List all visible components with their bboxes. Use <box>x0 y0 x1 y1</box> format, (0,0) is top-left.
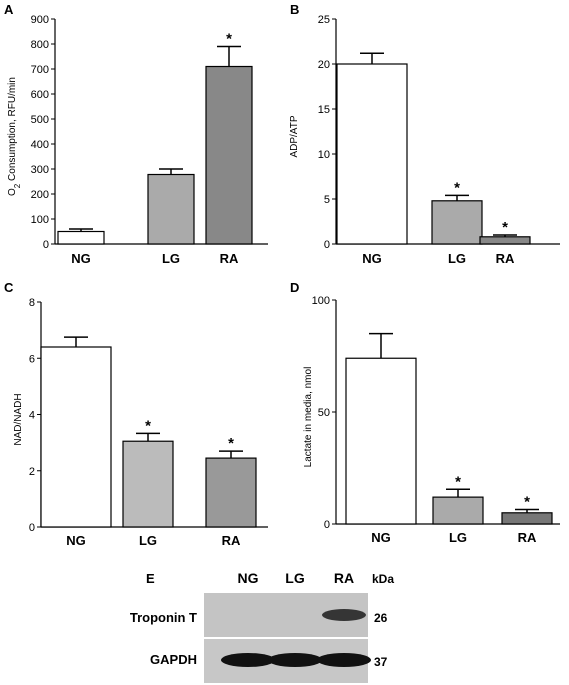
blot-band-gapdh-ng <box>221 653 275 667</box>
blot-band-gapdh-lg <box>268 653 322 667</box>
kda-label: kDa <box>372 572 394 586</box>
blot-lane-label-ng: NG <box>238 570 259 586</box>
blot-lane-label-lg: LG <box>285 570 305 586</box>
blot-kda-37: 37 <box>374 655 388 669</box>
blot-row-label-troponin-t: Troponin T <box>130 610 197 625</box>
blot-band-gapdh-ra <box>317 653 371 667</box>
blot-row-label-gapdh: GAPDH <box>150 652 197 667</box>
blot-kda-26: 26 <box>374 611 388 625</box>
blot-band-troponin-t-ra <box>322 609 366 621</box>
blot-lane-label-ra: RA <box>334 570 354 586</box>
panel-letter-e: E <box>146 571 155 586</box>
